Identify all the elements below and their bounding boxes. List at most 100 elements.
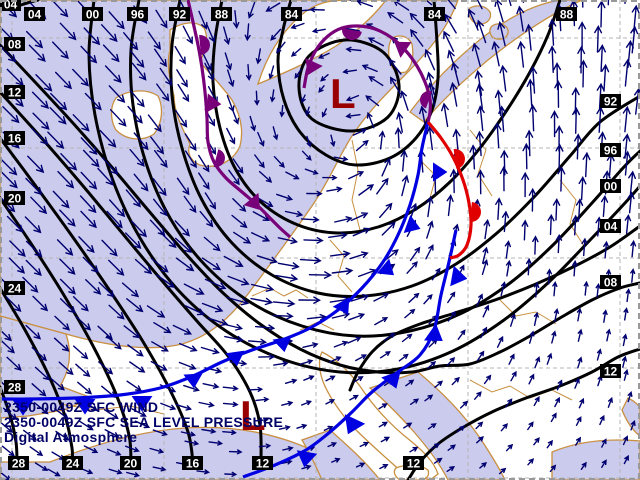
isobar-label-text: 12 [256,457,270,471]
isobar-label-box [600,179,621,193]
warm-front-line [426,120,473,260]
cold-front-triangle [296,450,318,468]
isobar-label-box [82,7,103,21]
isobar-label-text: 12 [8,86,22,100]
isobar-label-text: 04 [4,0,18,12]
isobar-label-text: 08 [604,276,618,290]
border-line [499,299,557,325]
occluded-front-triangle [206,93,222,113]
isobar-label-text: 88 [215,8,229,22]
cold-front-triangle [403,214,421,234]
isobar-label-text: 88 [560,8,574,22]
cold-front-triangle [12,400,34,416]
isobar-line [0,286,75,465]
isobar-label-text: 20 [8,192,22,206]
isobar-label-text: 12 [604,365,618,379]
isobar-label-box [600,143,621,157]
occluded-front-triangle [394,41,412,58]
isobar-label-box [8,456,29,470]
isobar-label-text: 00 [86,8,100,22]
isobar-label-box [169,7,190,21]
border-line [59,403,165,415]
cold-front-line [0,121,430,401]
isobar-label-box [4,380,25,394]
isobar-label-box [4,281,25,295]
isobar-label-box [4,131,25,145]
occluded-front-semicircle [199,34,211,55]
occluded-front-semicircle [341,28,362,41]
isobar-label: 00 [82,7,103,22]
cold-front-main [0,121,448,416]
isobar-label-text: 24 [66,457,80,471]
border-line [559,179,585,247]
cold-front-triangle [433,162,448,182]
isobar-label-box [600,219,621,233]
isobar-label: 16 [182,456,203,471]
isobar-label: 28 [4,380,25,395]
warm-front-semicircle [470,202,481,223]
isobar-label-box [252,456,273,470]
isobar-label: 88 [556,7,577,22]
land-polygon [318,351,439,480]
warm-front-semicircle [453,149,465,169]
cold-front-triangle [381,370,401,389]
isobar-label-box [556,7,577,21]
isobar-label: 88 [211,7,232,22]
cold-front-triangle [131,396,153,412]
isobar-label: 16 [4,131,25,146]
isobar-label: 28 [8,456,29,471]
isobar-label: 24 [4,281,25,296]
isobar-label: 08 [600,275,621,290]
isobar-label-text: 96 [131,8,145,22]
isobar-line [0,136,195,465]
occluded-front-line [186,0,292,239]
isobar-label-text: 24 [8,282,22,296]
isobar-label-box [4,191,25,205]
low-pressure-marker: L [240,392,266,439]
isobar-label-box [211,7,232,21]
isobar-label-box [424,7,445,21]
isobar-label-text: 96 [604,144,618,158]
isobar-label-box [62,456,83,470]
isobar-label: 84 [281,7,302,22]
isobar-label: 12 [4,85,25,100]
occluded-front-north [302,24,433,123]
border-line [469,379,573,401]
isobar-line [0,196,133,465]
isobar-label-box [0,0,21,11]
isobar-label: 00 [600,179,621,194]
isobar-label: 96 [127,7,148,22]
isobar-label: 12 [252,456,273,471]
isobar-label: 96 [600,143,621,158]
warm-front [426,120,481,260]
isobar-label-box [600,364,621,378]
isobar-label-text: 84 [428,8,442,22]
cold-front-line [242,229,458,479]
isobar-label-text: 08 [8,38,22,52]
isobar-label-text: 92 [604,95,618,109]
isobar-label-box [4,37,25,51]
isobar-label-text: 28 [8,381,22,395]
isobar-label: 04 [24,7,45,22]
cold-front-triangle [450,265,468,287]
isobar-label-text: 12 [407,457,421,471]
isobar-label-text: 20 [124,457,138,471]
isobar-label: 20 [4,191,25,206]
isobar-line [0,90,263,465]
isobar-label-box [281,7,302,21]
isobar-label: 12 [600,364,621,379]
isobar-label: 20 [120,456,141,471]
cold-front-triangle [225,350,245,367]
cold-front-triangle [272,336,292,353]
cold-front-triangle [376,258,395,276]
low-pressure-marker: L [330,70,356,117]
occluded-front-semicircle [420,91,433,109]
isobar-label-text: 92 [173,8,187,22]
isobar-label-text: 16 [8,132,22,146]
isobar-label-box [4,85,25,99]
isobar-label: 12 [403,456,424,471]
isobar-label-box [600,275,621,289]
